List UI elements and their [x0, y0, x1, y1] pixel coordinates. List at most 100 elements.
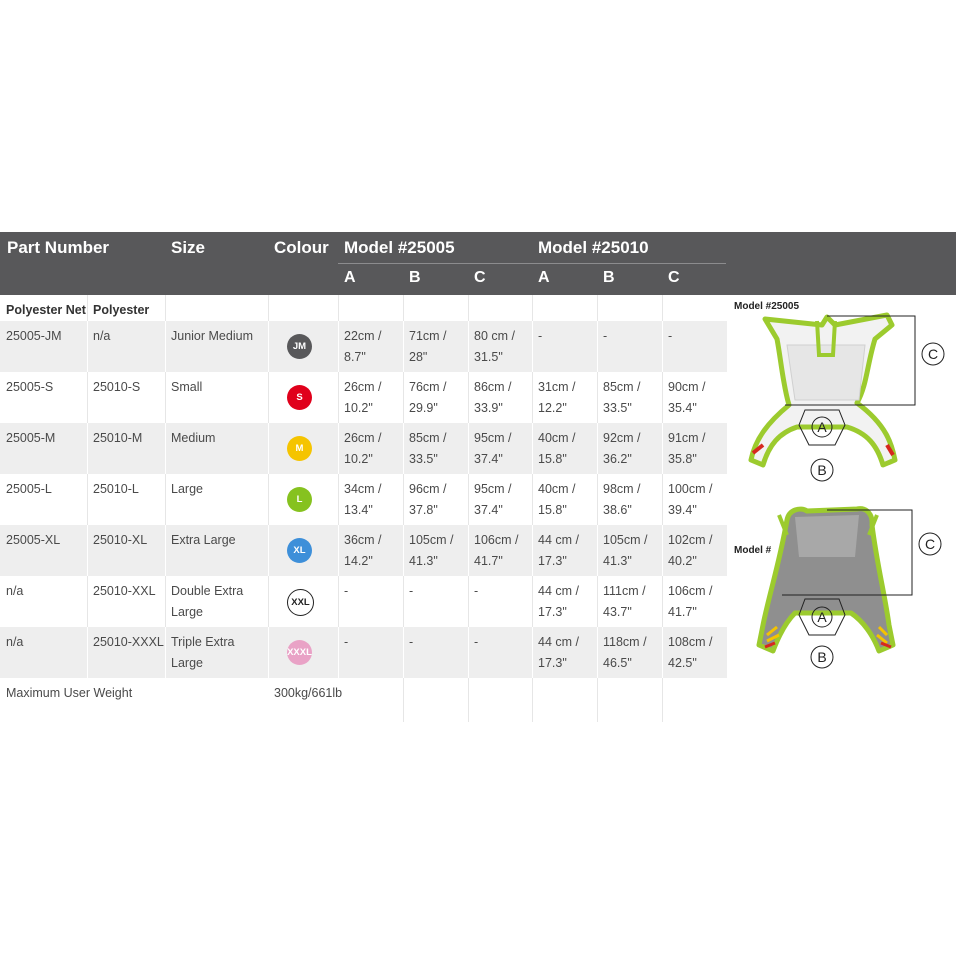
measure-b-25010: 118cm /46.5" — [603, 635, 647, 670]
column-divider — [662, 321, 663, 372]
diagram-letter-c-bottom: C — [925, 536, 935, 552]
size-name: Small — [171, 380, 203, 394]
column-divider — [532, 525, 533, 576]
measure-a-25005: - — [344, 635, 349, 649]
column-divider — [532, 576, 533, 627]
column-divider — [338, 321, 339, 372]
column-divider — [338, 295, 339, 321]
header-size: Size — [171, 238, 206, 257]
column-divider — [662, 525, 663, 576]
column-divider — [87, 576, 88, 627]
column-divider — [468, 627, 469, 678]
column-divider — [597, 321, 598, 372]
sling-polyester-illustration — [756, 506, 896, 654]
column-divider — [268, 295, 269, 321]
measure-b-25010: 111cm /43.7" — [603, 584, 646, 619]
sling-diagrams: A C B A C — [748, 312, 945, 669]
column-divider — [165, 423, 166, 474]
size-badge: XL — [287, 538, 312, 563]
part-number-polyester: 25010-L — [93, 482, 139, 496]
size-badge: S — [287, 385, 312, 410]
header-colour: Colour — [274, 238, 329, 257]
colour-cell: L — [268, 474, 338, 525]
size-name: Medium — [171, 431, 216, 445]
column-divider — [662, 474, 663, 525]
column-divider — [468, 678, 469, 722]
measure-b-25005: - — [409, 584, 414, 598]
header-col-c-1: C — [474, 269, 486, 286]
column-divider — [87, 372, 88, 423]
measure-b-25005: 71cm /28" — [409, 329, 447, 364]
column-divider — [268, 525, 269, 576]
header-col-c-2: C — [668, 269, 680, 286]
part-number-net: n/a — [6, 635, 24, 649]
table-row: n/a 25010-XXL Double Extra Large XXL - - - 44 cm… — [0, 576, 727, 627]
column-divider — [165, 372, 166, 423]
column-divider — [165, 474, 166, 525]
part-number-net: 25005-XL — [6, 533, 61, 547]
column-divider — [403, 372, 404, 423]
table-row: n/a 25010-XXXL Triple Extra Large XXXL - - - 44… — [0, 627, 727, 678]
column-divider — [403, 678, 404, 722]
column-divider — [468, 474, 469, 525]
part-number-polyester: 25010-M — [93, 431, 143, 445]
size-badge: M — [287, 436, 312, 461]
size-name: Triple Extra Large — [171, 635, 235, 670]
header-model-25010: Model #25010 — [538, 238, 649, 257]
column-divider — [165, 321, 166, 372]
measure-a-25005: 34cm /13.4" — [344, 482, 382, 517]
column-divider — [532, 678, 533, 722]
column-divider — [662, 678, 663, 722]
column-divider — [468, 525, 469, 576]
measure-c-25010: 108cm /42.5" — [668, 635, 713, 670]
column-divider — [597, 372, 598, 423]
measure-c-25005: - — [474, 584, 479, 598]
column-divider — [165, 525, 166, 576]
column-divider — [403, 321, 404, 372]
part-number-net: 25005-M — [6, 431, 56, 445]
measure-c-25005: 86cm /33.9" — [474, 380, 512, 415]
measure-a-25010: 31cm /12.2" — [538, 380, 576, 415]
subheader-polyester-net: Polyester Net — [6, 303, 86, 317]
column-divider — [532, 295, 533, 321]
column-divider — [597, 423, 598, 474]
column-divider — [468, 423, 469, 474]
colour-cell: XL — [268, 525, 338, 576]
measure-lines-bottom — [782, 509, 942, 669]
colour-cell: S — [268, 372, 338, 423]
measure-c-25005: - — [474, 635, 479, 649]
column-divider — [468, 321, 469, 372]
header-model-25005: Model #25005 — [344, 238, 455, 257]
column-divider — [403, 295, 404, 321]
diagram-bottom-label: Model # — [734, 545, 772, 556]
size-badge: XXL — [287, 589, 314, 616]
table-row: 25005-L 25010-L Large L 34cm /13.4" 96cm /37.… — [0, 474, 727, 525]
measure-b-25005: 105cm /41.3" — [409, 533, 454, 568]
column-divider — [268, 372, 269, 423]
table-row: 25005-M 25010-M Medium M 26cm /10.2" 85cm /33… — [0, 423, 727, 474]
column-divider — [268, 627, 269, 678]
measure-c-25010: - — [668, 329, 673, 343]
column-divider — [468, 372, 469, 423]
measure-a-25010: 44 cm /17.3" — [538, 584, 579, 619]
column-divider — [165, 295, 166, 321]
measure-b-25010: - — [603, 329, 608, 343]
max-weight-label: Maximum User Weight — [0, 678, 268, 722]
table-row: 25005-XL 25010-XL Extra Large XL 36cm /14.2"… — [0, 525, 727, 576]
measure-a-25005: - — [344, 584, 349, 598]
measure-c-25005: 80 cm /31.5" — [474, 329, 515, 364]
part-number-polyester: 25010-S — [93, 380, 141, 394]
column-divider — [403, 474, 404, 525]
column-divider — [87, 321, 88, 372]
column-divider — [597, 678, 598, 722]
column-divider — [662, 372, 663, 423]
diagram-letter-b-top: B — [817, 462, 826, 478]
column-divider — [403, 525, 404, 576]
column-divider — [468, 295, 469, 321]
measure-a-25005: 22cm /8.7" — [344, 329, 382, 364]
column-divider — [165, 576, 166, 627]
column-divider — [338, 525, 339, 576]
diagram-letter-a-bottom: A — [817, 609, 827, 625]
subheader-polyester: Polyester — [93, 303, 150, 317]
diagram-letter-b-bottom: B — [817, 649, 826, 665]
